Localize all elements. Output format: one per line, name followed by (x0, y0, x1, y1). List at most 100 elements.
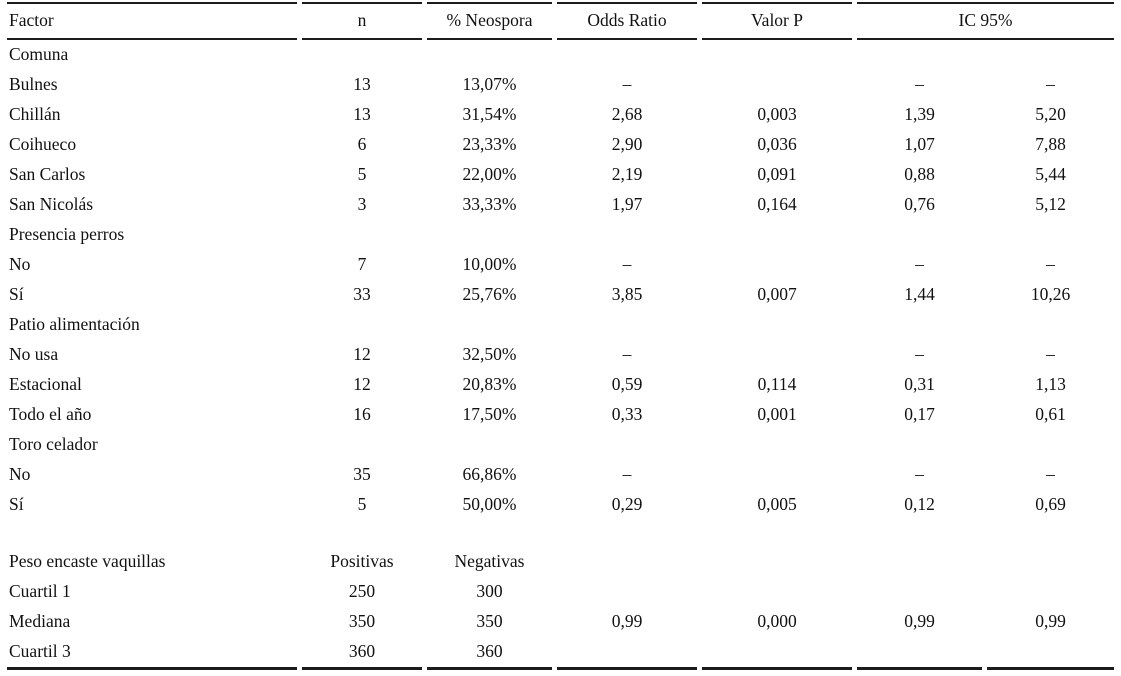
cell-ic-upper: 1,13 (1035, 374, 1066, 395)
table-row: Cuartil 1 250 300 (7, 577, 1114, 607)
cell-ic-lower: – (915, 344, 924, 365)
cell-odds-ratio: – (622, 344, 632, 365)
cell-valor-p (702, 340, 852, 370)
column-header-odds-ratio: Odds Ratio (557, 2, 697, 40)
cell-n: 13 (353, 104, 371, 125)
cell-ic-lower: 1,44 (904, 284, 935, 305)
table-row: Coihueco 6 23,33% 2,90 0,036 1,07 7,88 (7, 130, 1114, 160)
table-row: Sí 33 25,76% 3,85 0,007 1,44 10,26 (7, 280, 1114, 310)
table-row: No usa 12 32,50% – – – (7, 340, 1114, 370)
cell-odds-ratio: 2,68 (611, 104, 643, 125)
cell-ic-upper: – (1046, 254, 1055, 275)
cell-ic-upper (987, 520, 1114, 547)
cell-neospora: 22,00% (462, 164, 517, 185)
cell-valor-p (702, 430, 852, 460)
table-row: San Carlos 5 22,00% 2,19 0,091 0,88 5,44 (7, 160, 1114, 190)
cell-valor-p (702, 70, 852, 100)
section-row: Toro celador (7, 430, 1114, 460)
cell-valor-p (702, 637, 852, 670)
cell-neospora: 300 (476, 581, 503, 602)
cell-ic-lower: – (915, 464, 924, 485)
cell-n (302, 430, 422, 460)
cell-odds-ratio (557, 40, 697, 70)
cell-valor-p: 0,091 (757, 164, 797, 185)
cell-valor-p (702, 520, 852, 547)
table-row: Todo el año 16 17,50% 0,33 0,001 0,17 0,61 (7, 400, 1114, 430)
cell-factor: Sí (9, 284, 24, 305)
cell-ic-lower (857, 40, 982, 70)
cell-odds-ratio: 0,99 (611, 611, 643, 632)
cell-factor: Coihueco (9, 134, 77, 155)
cell-neospora: 50,00% (462, 494, 517, 515)
cell-factor: San Carlos (9, 164, 86, 185)
table-row: Peso encaste vaquillas Positivas Negativas (7, 547, 1114, 577)
table-header-row: Factor n % Neospora Odds Ratio Valor P I… (7, 2, 1115, 40)
cell-factor: No (9, 464, 31, 485)
cell-neospora: 25,76% (462, 284, 517, 305)
cell-factor (7, 520, 297, 547)
cell-ic-lower (857, 547, 982, 577)
column-header-factor: Factor (7, 2, 297, 40)
cell-ic-upper: – (1046, 344, 1055, 365)
cell-neospora: 17,50% (462, 404, 517, 425)
cell-odds-ratio: – (622, 74, 632, 95)
table-body: Comuna Bulnes 13 13,07% – – – Chillán 13 31,54% 2,… (7, 40, 1115, 670)
cell-factor: Cuartil 3 (7, 637, 297, 670)
cell-factor: Peso encaste vaquillas (9, 551, 166, 572)
cell-ic-upper (987, 577, 1114, 607)
cell-factor: Comuna (9, 44, 69, 65)
cell-odds-ratio: 0,59 (611, 374, 643, 395)
cell-valor-p (702, 220, 852, 250)
cell-factor: Chillán (9, 104, 61, 125)
cell-factor: Toro celador (9, 434, 98, 455)
table-row: Chillán 13 31,54% 2,68 0,003 1,39 5,20 (7, 100, 1114, 130)
cell-neospora (427, 40, 552, 70)
cell-valor-p (702, 460, 852, 490)
table-row: No 35 66,86% – – – (7, 460, 1114, 490)
table-row: Cuartil 3 360 360 (7, 637, 1115, 670)
cell-ic-upper (987, 547, 1114, 577)
cell-n: 12 (353, 344, 371, 365)
cell-odds-ratio: 3,85 (611, 284, 643, 305)
cell-valor-p (702, 547, 852, 577)
cell-ic-lower: 0,12 (904, 494, 935, 515)
cell-odds-ratio (557, 430, 697, 460)
cell-odds-ratio: – (622, 254, 632, 275)
cell-n: 35 (353, 464, 371, 485)
cell-valor-p: 0,007 (757, 284, 797, 305)
section-row: Comuna (7, 40, 1114, 70)
cell-n: 3 (357, 194, 367, 215)
cell-neospora: 66,86% (462, 464, 517, 485)
section-row: Patio alimentación (7, 310, 1114, 340)
cell-neospora (427, 520, 552, 547)
cell-odds-ratio (557, 547, 697, 577)
cell-n: 33 (353, 284, 371, 305)
cell-neospora (427, 430, 552, 460)
cell-n: 16 (353, 404, 371, 425)
cell-ic-lower: – (915, 74, 924, 95)
cell-n: 250 (348, 581, 376, 602)
cell-valor-p: 0,000 (757, 611, 797, 632)
cell-ic-upper: 0,69 (1035, 494, 1066, 515)
cell-ic-lower: – (915, 254, 924, 275)
cell-ic-lower: 0,31 (904, 374, 935, 395)
cell-ic-upper: 0,61 (1035, 404, 1066, 425)
cell-ic-upper: 0,99 (1035, 611, 1066, 632)
cell-odds-ratio: 2,19 (611, 164, 643, 185)
cell-factor: San Nicolás (9, 194, 94, 215)
cell-valor-p: 0,003 (757, 104, 797, 125)
table-row: Bulnes 13 13,07% – – – (7, 70, 1114, 100)
cell-odds-ratio: 2,90 (611, 134, 643, 155)
cell-n: 13 (353, 74, 371, 95)
cell-ic-upper: 5,12 (1035, 194, 1066, 215)
cell-n (302, 220, 422, 250)
cell-n (302, 40, 422, 70)
cell-n: 12 (353, 374, 371, 395)
table-row: Sí 5 50,00% 0,29 0,005 0,12 0,69 (7, 490, 1114, 520)
cell-ic-upper: 7,88 (1035, 134, 1066, 155)
cell-n (302, 520, 422, 547)
cell-neospora: 33,33% (462, 194, 517, 215)
cell-ic-upper (987, 220, 1114, 250)
cell-neospora (427, 310, 552, 340)
